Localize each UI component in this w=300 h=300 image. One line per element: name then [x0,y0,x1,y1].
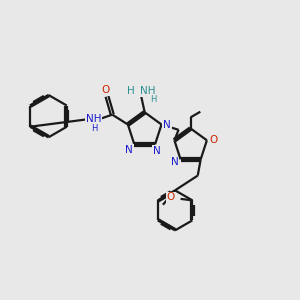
Text: N: N [125,145,133,154]
Text: NH: NH [86,114,101,124]
Text: H: H [91,124,97,133]
Text: H: H [150,95,157,104]
Text: O: O [209,135,218,145]
Text: O: O [167,192,175,203]
Text: N: N [171,157,178,167]
Text: N: N [163,119,171,130]
Text: NH: NH [140,86,155,96]
Text: O: O [101,85,110,95]
Text: N: N [153,146,160,156]
Text: H: H [127,86,135,96]
